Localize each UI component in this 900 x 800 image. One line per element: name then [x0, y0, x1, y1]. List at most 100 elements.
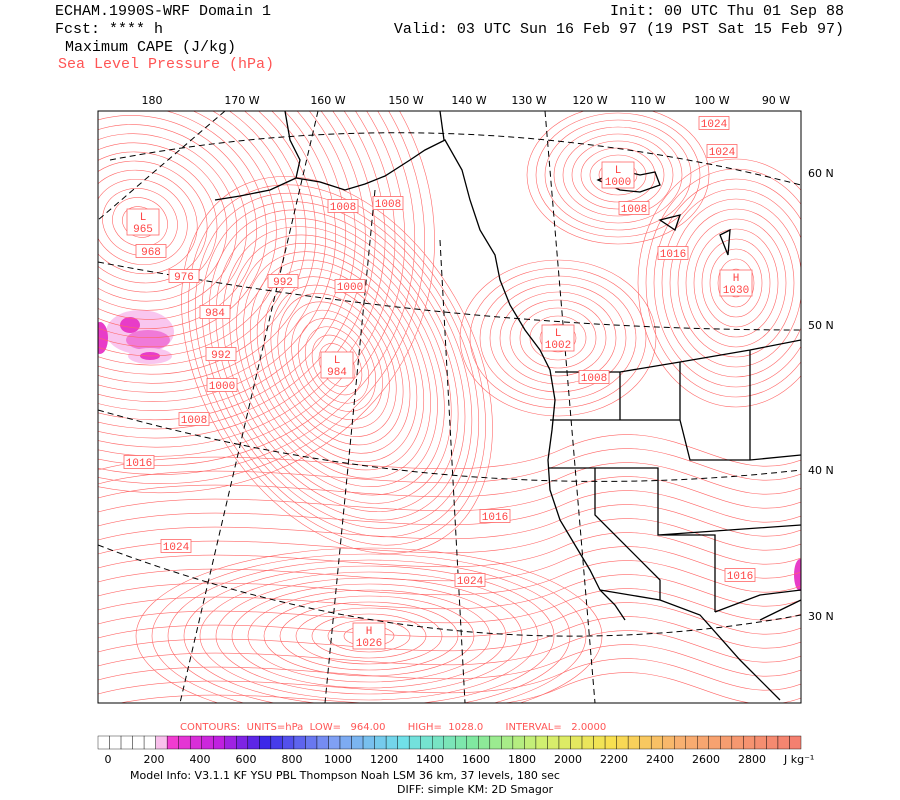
cape-area — [794, 559, 801, 591]
longitude-line — [544, 111, 596, 703]
longitude-label: 170 W — [224, 94, 259, 107]
contour — [489, 283, 627, 393]
colorbar-cell — [512, 735, 525, 750]
colorbar-label: 2000 — [554, 753, 582, 766]
label-box — [320, 351, 354, 379]
colorbar-cell — [478, 735, 491, 750]
label-box — [352, 622, 386, 650]
model-info: Model Info: V3.1.1 KF YSU PBL Thompson N… — [130, 769, 560, 782]
colorbar-cell — [558, 735, 571, 750]
label-box — [205, 347, 237, 361]
contour — [661, 188, 801, 378]
contour-label: 968 — [141, 247, 161, 259]
contour — [98, 588, 801, 625]
label-box — [168, 269, 200, 283]
label-box — [135, 244, 167, 258]
contour — [98, 630, 801, 667]
map-background — [98, 111, 801, 703]
colorbar: 0 200 400 600 800 1000 1200 1400 1600 1800 2000 220… — [97, 735, 814, 766]
label-box — [199, 305, 231, 319]
contour — [98, 476, 801, 513]
colorbar-cell — [385, 735, 398, 750]
contour — [526, 111, 710, 245]
contour — [98, 532, 801, 569]
contour — [98, 462, 801, 499]
colorbar-cell — [270, 735, 283, 750]
contour — [98, 490, 801, 527]
label-box — [267, 274, 299, 288]
center-value: 1026 — [356, 638, 382, 650]
colorbar-unit: J kg⁻¹ — [783, 753, 814, 766]
contour — [98, 658, 801, 695]
label-box — [719, 269, 753, 297]
colorbar-label: 1000 — [324, 753, 352, 766]
contour — [98, 160, 208, 284]
colorbar-label: 2400 — [646, 753, 674, 766]
contour — [98, 169, 198, 275]
colorbar-cell — [374, 735, 387, 750]
axis-labels: 180 170 W 160 W 150 W 140 W 130 W 120 W 110 W 10… — [142, 94, 834, 623]
contour — [98, 111, 425, 484]
colorbar-label: 2200 — [600, 753, 628, 766]
contour — [277, 293, 397, 437]
contour — [459, 259, 657, 417]
label-box — [724, 568, 756, 582]
longitude-line — [179, 111, 319, 703]
colorbar-cell — [201, 735, 214, 750]
colorbar-cell — [685, 735, 698, 750]
colorbar-cell — [224, 735, 237, 750]
colorbar-cell — [616, 735, 629, 750]
longitude-label: 160 W — [310, 94, 345, 107]
label-box — [578, 370, 610, 384]
contour — [247, 589, 491, 683]
contour — [98, 111, 435, 494]
colorbar-cell — [282, 735, 295, 750]
colorbar-cell — [524, 735, 537, 750]
title: ECHAM.1990S-WRF Domain 1 — [55, 3, 271, 20]
contour — [98, 115, 257, 329]
map-frame — [97, 110, 802, 704]
center-value: 984 — [327, 367, 347, 379]
contour — [499, 291, 617, 385]
contour — [118, 672, 801, 703]
contour — [519, 307, 597, 369]
latitude-label: 50 N — [808, 319, 834, 332]
contour — [215, 217, 459, 513]
contour — [589, 154, 647, 196]
contour — [98, 111, 287, 357]
contour-label: 1008 — [581, 373, 607, 385]
map-area: 968 976 984 992 1000 1008 1016 1024 992 1000 1008 1… — [98, 111, 801, 703]
contour — [469, 267, 647, 409]
colorbar-label: 600 — [236, 753, 257, 766]
label-box — [698, 116, 730, 130]
contour-label: 1024 — [701, 119, 728, 131]
contour — [201, 201, 473, 529]
longitude-label: 150 W — [388, 94, 423, 107]
contour — [98, 616, 801, 653]
contour — [98, 448, 801, 485]
contour — [215, 577, 523, 695]
contour — [98, 111, 396, 457]
pressure-contours — [98, 111, 801, 703]
contour — [181, 176, 493, 554]
colorbar-cell — [259, 735, 272, 750]
contour — [208, 209, 466, 521]
colorbar-cell — [305, 735, 318, 750]
contour — [544, 119, 692, 231]
colorbar-label: 2800 — [738, 753, 766, 766]
contour-label: 1000 — [337, 282, 363, 294]
contour — [677, 208, 795, 358]
contour — [479, 275, 637, 401]
contour — [535, 112, 701, 238]
contour — [279, 601, 459, 671]
colorbar-cell — [120, 735, 133, 750]
colorbar-cell — [639, 735, 652, 750]
cape-area — [126, 330, 170, 350]
colorbar-cell — [662, 735, 675, 750]
colorbar-cell — [581, 735, 594, 750]
colorbar-cell — [466, 735, 479, 750]
label-box — [706, 144, 738, 158]
contour-label: 1016 — [660, 249, 686, 261]
contour — [98, 111, 346, 412]
